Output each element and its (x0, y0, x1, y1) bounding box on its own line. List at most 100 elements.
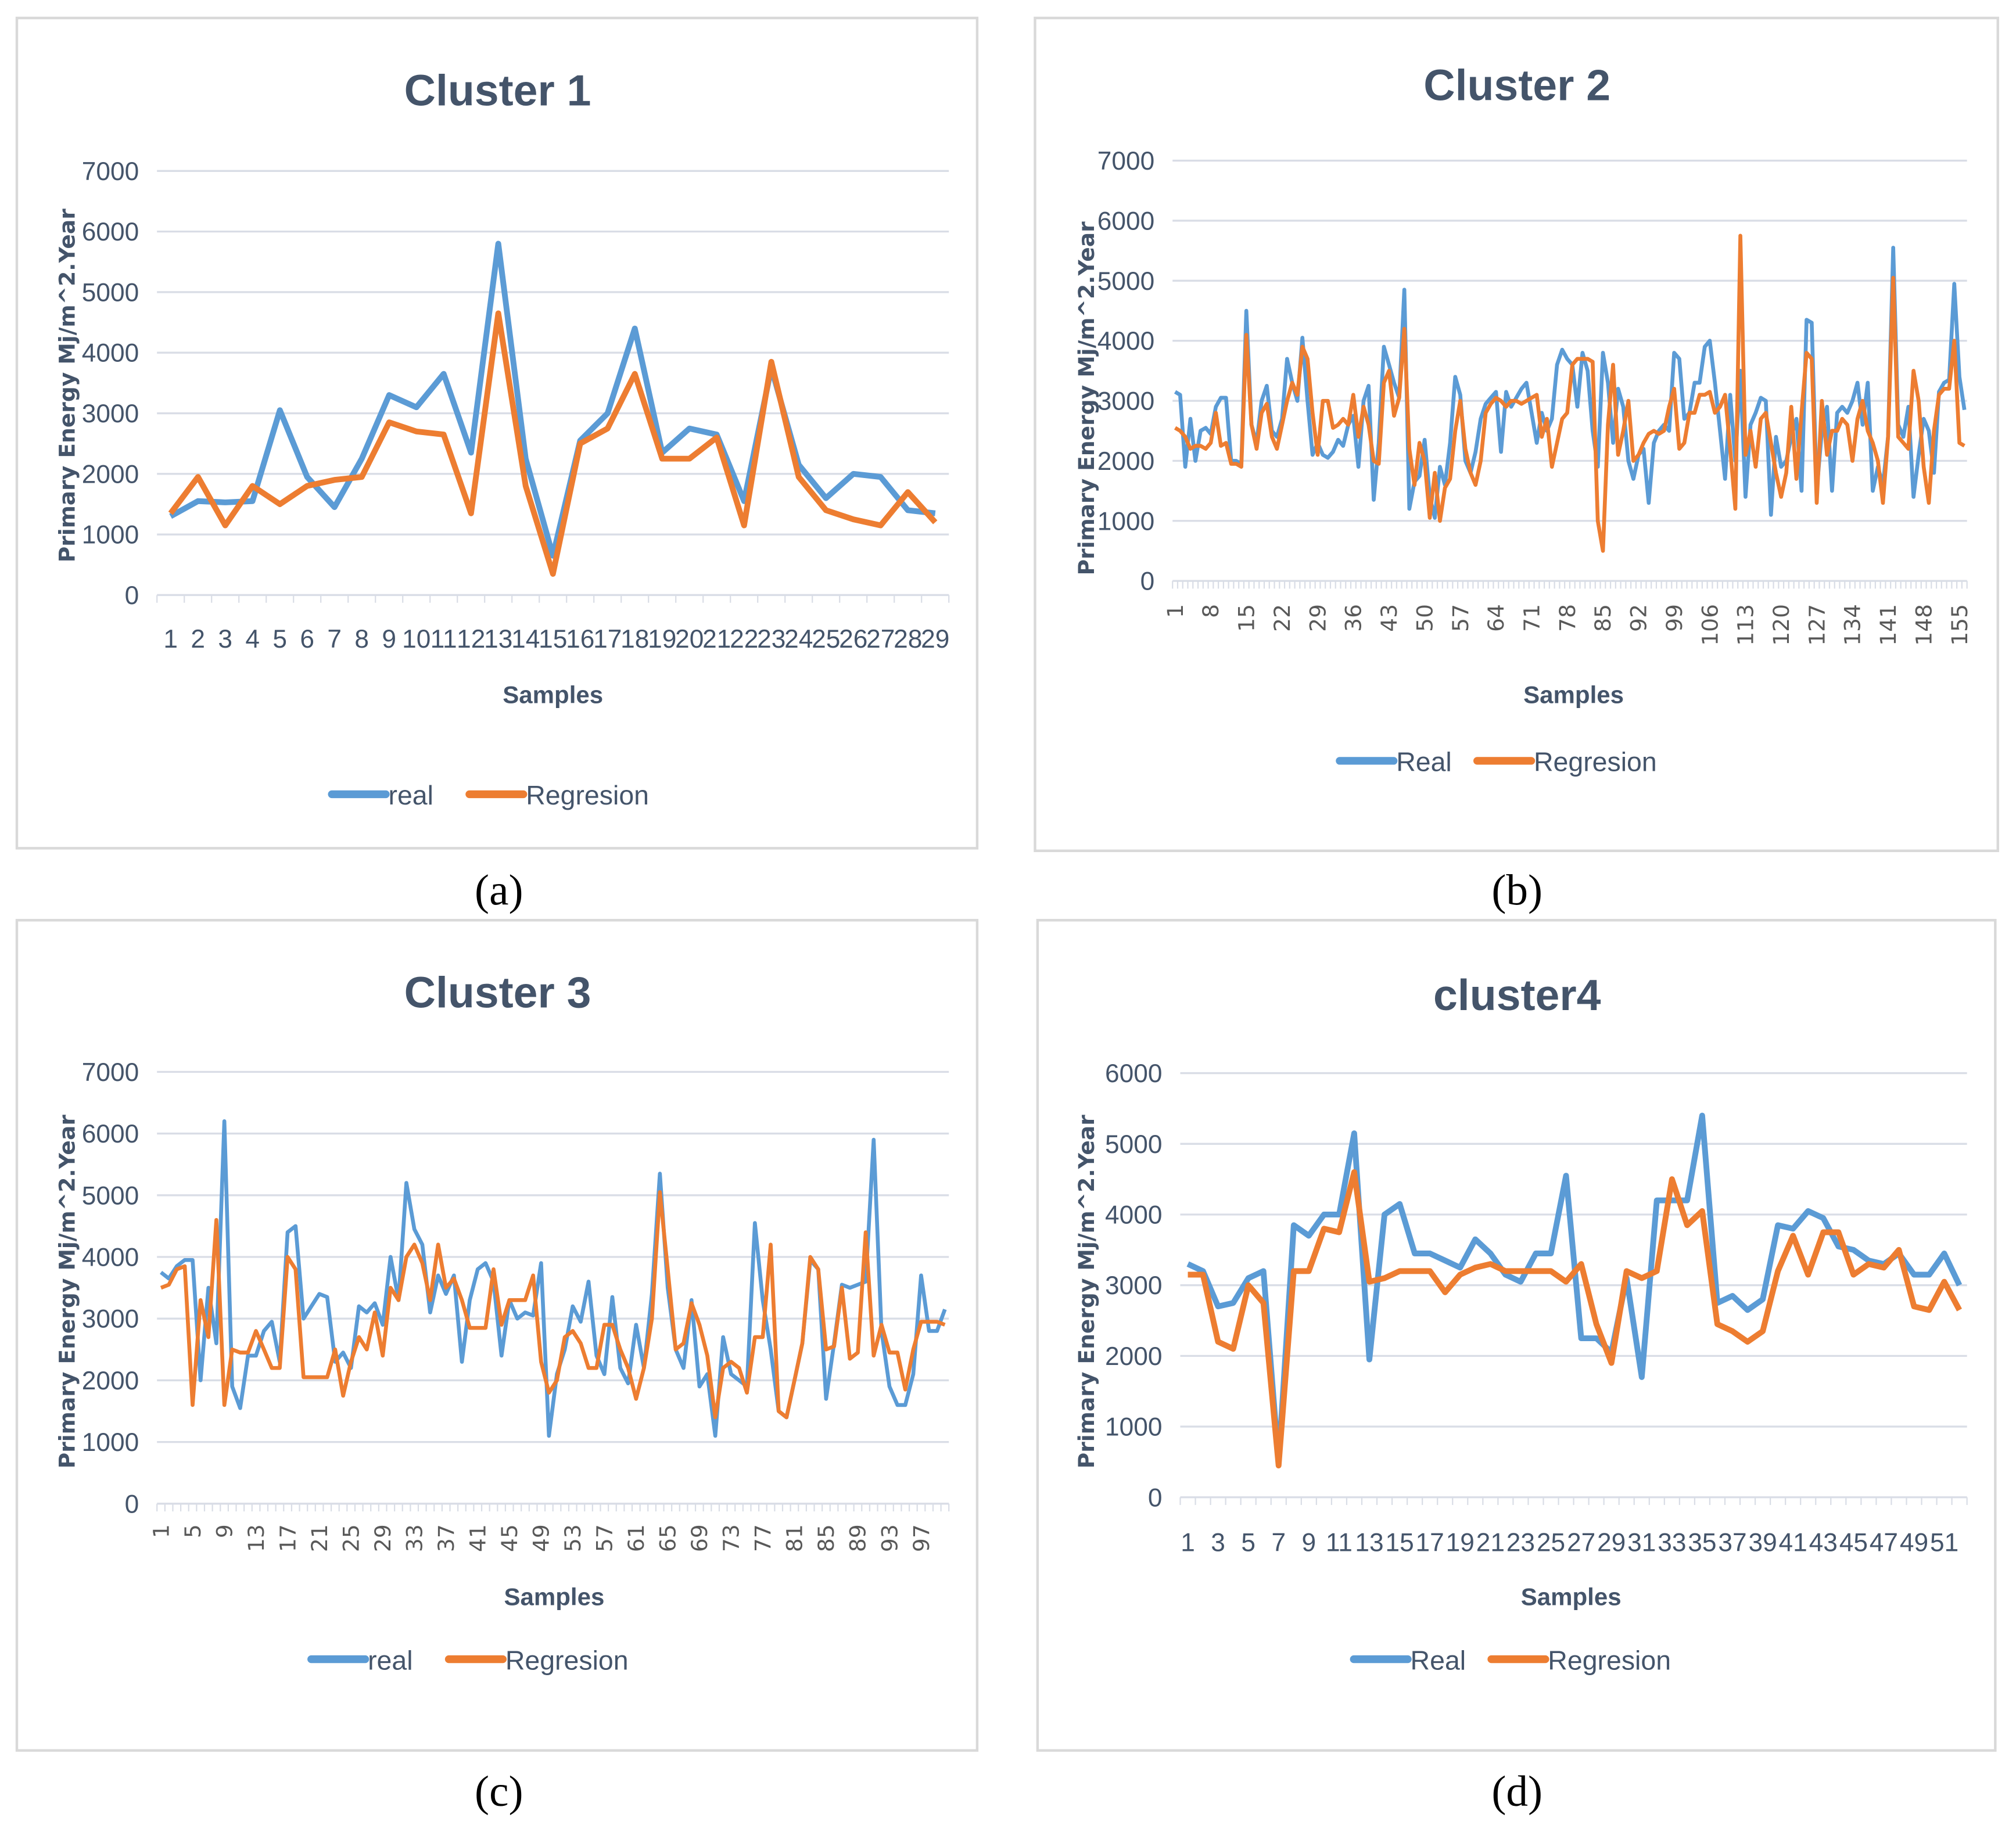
y-tick-label: 5000 (82, 1181, 139, 1210)
x-tick-label: 37 (433, 1524, 459, 1552)
x-tick-label: 29 (370, 1524, 396, 1552)
x-tick-label: 8 (354, 625, 369, 653)
x-tick-label: 24 (784, 625, 813, 653)
y-tick-label: 0 (125, 1490, 139, 1518)
x-tick-label: 45 (1839, 1529, 1868, 1557)
x-tick-label: 9 (211, 1524, 237, 1538)
x-tick-label: 127 (1804, 604, 1830, 646)
chart-title: Cluster 1 (404, 66, 591, 114)
y-tick-label: 3000 (82, 400, 139, 428)
x-axis-title: Samples (1523, 681, 1624, 708)
series-line-regresion (1174, 233, 1965, 553)
x-tick-label: 64 (1483, 604, 1509, 632)
x-tick-label: 16 (566, 625, 594, 653)
x-axis-title: Samples (1521, 1583, 1622, 1611)
x-tick-label: 4 (245, 625, 260, 653)
series-line-real (169, 240, 936, 559)
y-tick-label: 5000 (82, 278, 139, 307)
x-tick-label: 155 (1947, 604, 1972, 646)
legend-label: real (388, 780, 433, 810)
x-tick-label: 43 (1809, 1529, 1838, 1557)
chart-frame (15, 919, 979, 1752)
x-tick-label: 69 (687, 1524, 712, 1552)
x-tick-label: 97 (909, 1524, 934, 1552)
x-tick-label: 148 (1911, 604, 1936, 646)
x-tick-label: 99 (1662, 604, 1687, 632)
y-tick-label: 4000 (1097, 327, 1154, 355)
x-tick-label: 10 (402, 625, 431, 653)
x-tick-label: 21 (307, 1524, 332, 1552)
x-tick-label: 1 (148, 1524, 174, 1538)
x-tick-label: 23 (757, 625, 785, 653)
x-tick-label: 49 (1900, 1529, 1928, 1557)
legend-label: Regresion (1534, 747, 1657, 777)
chart-frame (15, 16, 979, 850)
legend-label: Regresion (1548, 1645, 1671, 1675)
y-tick-label: 5000 (1097, 267, 1154, 296)
x-tick-label: 17 (1416, 1529, 1444, 1557)
x-tick-label: 45 (497, 1524, 522, 1552)
x-tick-label: 1 (1181, 1529, 1195, 1557)
chart-title: Cluster 2 (1423, 61, 1610, 110)
y-tick-label: 0 (1140, 567, 1155, 596)
y-axis-title: Primary Energy Mj/m^2.Year (55, 1115, 80, 1469)
legend: Real Regresion (1350, 1645, 1671, 1675)
x-tick-label: 41 (465, 1524, 491, 1552)
y-tick-label: 2000 (1097, 447, 1154, 476)
x-tick-label: 85 (1590, 604, 1616, 632)
y-tick-label: 6000 (1105, 1059, 1162, 1088)
x-tick-label: 31 (1627, 1529, 1656, 1557)
x-tick-label: 2 (191, 625, 205, 653)
y-tick-label: 1000 (82, 521, 139, 549)
x-tick-label: 3 (1211, 1529, 1225, 1557)
x-tick-label: 71 (1519, 604, 1544, 632)
y-axis-title: Primary Energy Mj/m^2.Year (55, 209, 80, 563)
x-tick-label: 7 (1271, 1529, 1286, 1557)
chart-frame (1034, 16, 1999, 853)
x-tick-label: 19 (1446, 1529, 1475, 1557)
y-tick-label: 3000 (82, 1305, 139, 1334)
y-tick-label: 6000 (1097, 207, 1154, 235)
x-tick-label: 51 (1930, 1529, 1958, 1557)
x-tick-label: 22 (1269, 604, 1295, 632)
x-tick-label: 85 (813, 1524, 839, 1552)
x-tick-label: 65 (655, 1524, 681, 1552)
y-tick-label: 1000 (1105, 1413, 1162, 1442)
x-axis-title: Samples (503, 681, 603, 708)
x-tick-label: 5 (1241, 1529, 1255, 1557)
chart-title: cluster4 (1433, 971, 1601, 1019)
x-tick-label: 47 (1870, 1529, 1898, 1557)
y-tick-label: 7000 (82, 157, 139, 186)
x-tick-label: 39 (1748, 1529, 1777, 1557)
x-tick-label: 9 (382, 625, 396, 653)
series-line-regresion (168, 310, 938, 577)
y-tick-label: 3000 (1097, 387, 1154, 416)
x-tick-label: 3 (218, 625, 232, 653)
x-tick-label: 28 (894, 625, 922, 653)
y-tick-label: 4000 (1105, 1201, 1162, 1229)
x-tick-label: 20 (675, 625, 704, 653)
x-tick-label: 14 (511, 625, 540, 653)
series-line-real (1174, 246, 1967, 520)
x-tick-label: 6 (300, 625, 314, 653)
x-tick-label: 15 (1234, 604, 1260, 632)
x-tick-label: 57 (1448, 604, 1473, 632)
x-tick-label: 50 (1412, 604, 1437, 632)
x-tick-label: 120 (1769, 604, 1794, 646)
x-tick-label: 7 (327, 625, 342, 653)
panel-caption: (b) (1491, 867, 1543, 915)
y-tick-label: 1000 (1097, 507, 1154, 536)
legend-label: Real (1396, 747, 1452, 777)
legend-label: Regresion (505, 1645, 629, 1675)
chart-title: Cluster 3 (404, 968, 591, 1017)
x-tick-label: 93 (877, 1524, 902, 1552)
x-tick-label: 29 (1305, 604, 1330, 632)
series-line-regresion (160, 1190, 946, 1420)
x-tick-label: 33 (401, 1524, 427, 1552)
x-tick-label: 37 (1718, 1529, 1746, 1557)
x-tick-label: 22 (730, 625, 758, 653)
x-tick-label: 78 (1555, 604, 1580, 632)
